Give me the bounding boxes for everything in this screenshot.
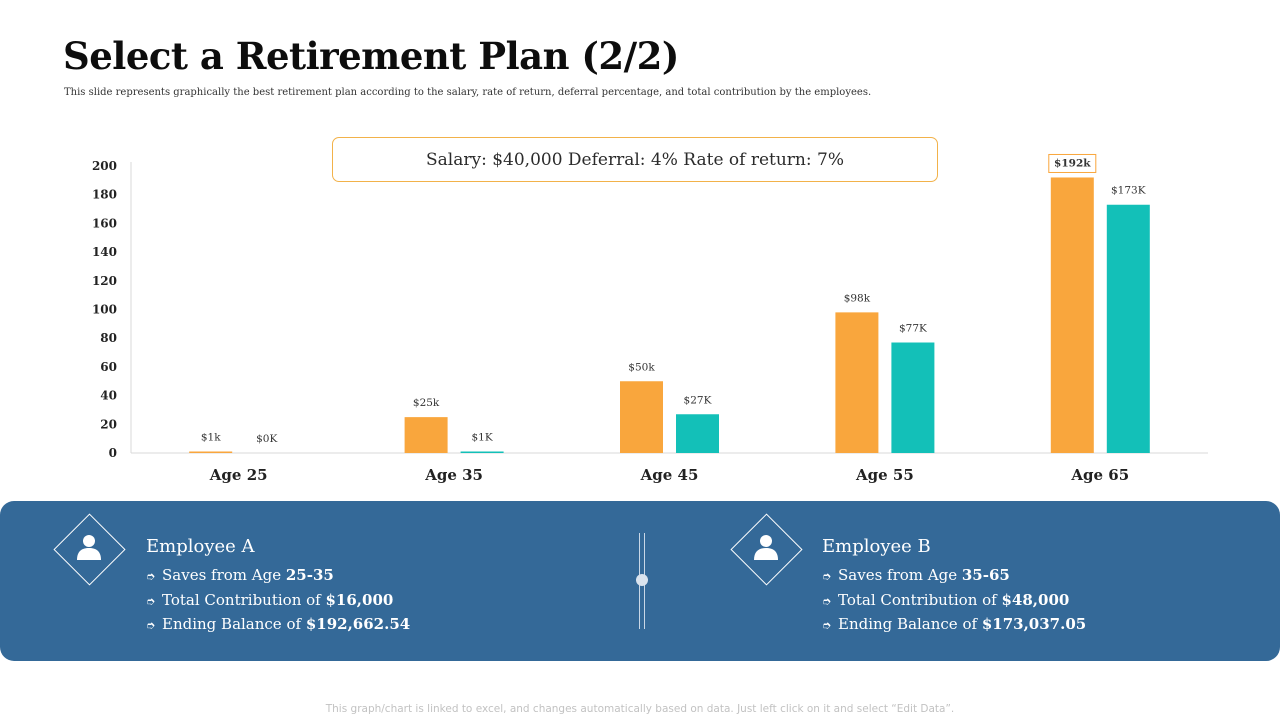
bar <box>676 414 719 453</box>
y-tick-label: 120 <box>92 274 117 288</box>
data-label-box <box>1048 153 1097 173</box>
y-tick-label: 160 <box>92 216 117 230</box>
data-label: $27K <box>684 394 712 406</box>
bullet-icon: ➮ <box>146 594 156 608</box>
y-tick-label: 180 <box>92 188 117 202</box>
bullet-icon: ➮ <box>822 619 832 632</box>
user-icon <box>754 535 778 560</box>
data-label: $192k <box>1054 157 1091 169</box>
y-tick-label: 0 <box>109 446 117 460</box>
data-label: $1k <box>201 432 221 444</box>
y-tick-label: 40 <box>100 389 117 403</box>
list-item: ➮ Total Contribution of $48,000 <box>822 589 1086 614</box>
data-label: $1K <box>471 432 492 444</box>
bar <box>835 312 879 453</box>
x-tick-label: Age 25 <box>209 466 268 484</box>
bullet-icon: ➮ <box>146 570 156 583</box>
employee-b-name: Employee B <box>822 536 931 557</box>
page-subtitle: This slide represents graphically the be… <box>64 87 872 98</box>
bullet-icon: ➮ <box>822 594 832 608</box>
assumptions-box: Salary: $40,000 Deferral: 4% Rate of ret… <box>332 137 938 182</box>
user-icon <box>77 535 101 560</box>
bar <box>1106 204 1150 453</box>
x-tick-label: Age 55 <box>855 466 914 484</box>
footnote: This graph/chart is linked to excel, and… <box>325 703 955 715</box>
bar <box>460 451 504 453</box>
employee-a-name: Employee A <box>146 536 255 557</box>
bar <box>404 417 448 453</box>
y-tick-label: 60 <box>100 360 117 374</box>
bar <box>1050 177 1094 454</box>
divider-dot <box>636 574 648 586</box>
data-label: $77K <box>899 323 927 335</box>
bar <box>189 451 233 453</box>
page-title: Select a Retirement Plan (2/2) <box>63 34 679 78</box>
retirement-bar-chart: 0 20 40 60 80 100 120 140 160 180 200 $1k $0K Age 25 $… <box>92 153 1208 484</box>
list-item: ➮ Ending Balance of $173,037.05 <box>822 613 1086 638</box>
y-tick-label: 80 <box>100 331 117 345</box>
y-tick-label: 200 <box>92 159 117 173</box>
data-label: $50k <box>628 361 655 373</box>
x-tick-label: Age 65 <box>1070 466 1129 484</box>
y-tick-label: 100 <box>92 303 117 317</box>
list-item: ➮ Ending Balance of $192,662.54 <box>146 613 410 638</box>
bullet-icon: ➮ <box>822 570 832 583</box>
list-item: ➮ Saves from Age 35-65 <box>822 564 1086 589</box>
bullet-icon: ➮ <box>146 619 156 632</box>
x-tick-label: Age 35 <box>424 466 483 484</box>
bar <box>891 342 935 453</box>
bar <box>620 381 663 453</box>
data-label: $173K <box>1111 185 1146 197</box>
employee-a-details: ➮ Saves from Age 25-35 ➮ Total Contributio… <box>146 564 410 638</box>
data-label: $25k <box>413 397 440 409</box>
employee-b-details: ➮ Saves from Age 35-65 ➮ Total Contributio… <box>822 564 1086 638</box>
y-tick-label: 20 <box>100 417 117 431</box>
x-tick-label: Age 45 <box>640 466 699 484</box>
list-item: ➮ Saves from Age 25-35 <box>146 564 410 589</box>
data-label: $0K <box>256 433 277 445</box>
list-item: ➮ Total Contribution of $16,000 <box>146 589 410 614</box>
y-tick-label: 140 <box>92 245 117 259</box>
data-label: $98k <box>844 292 871 304</box>
